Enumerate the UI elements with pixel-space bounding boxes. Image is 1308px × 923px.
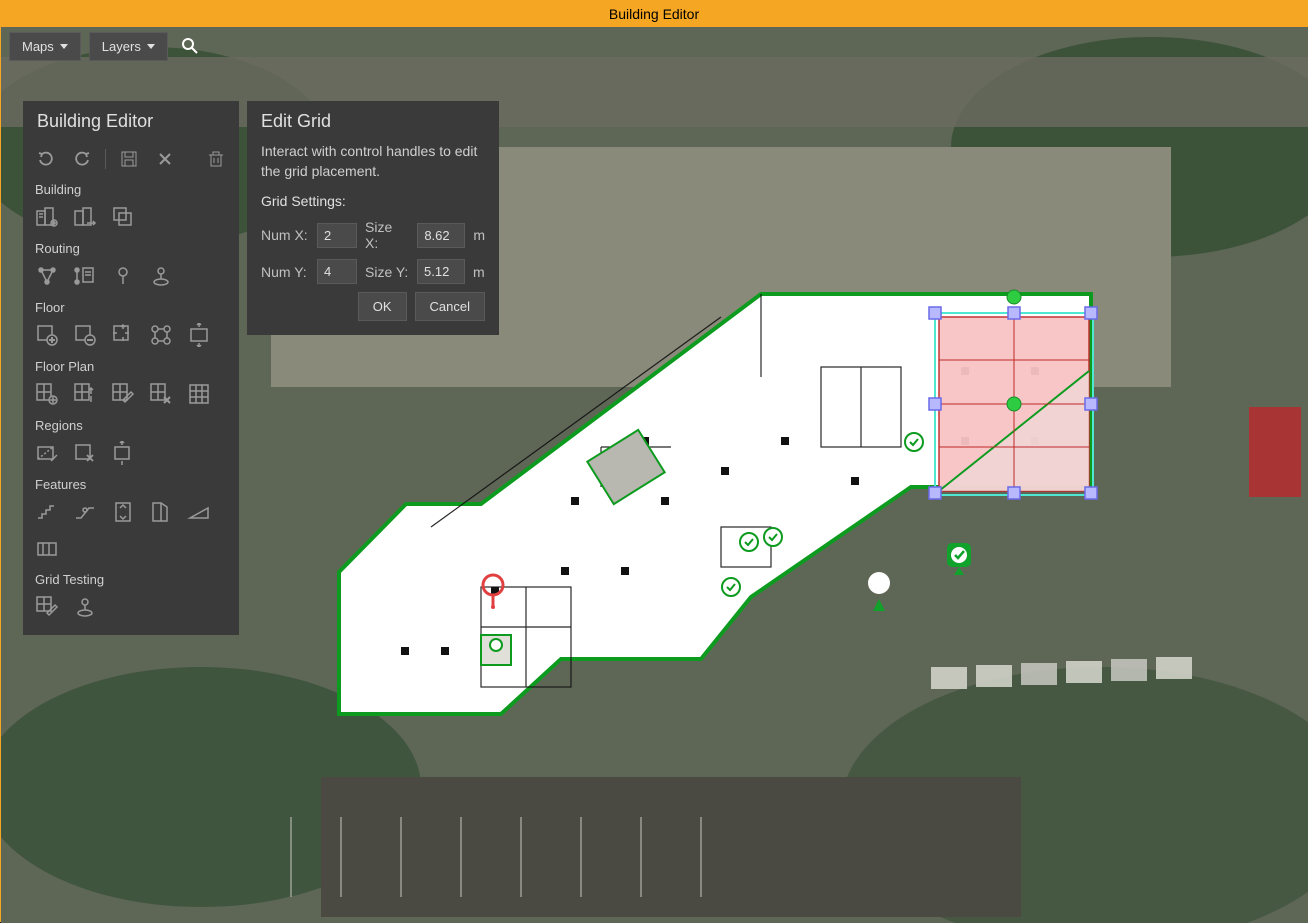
num-y-label: Num Y: <box>261 264 309 280</box>
grid-handle-mr[interactable] <box>1085 398 1097 410</box>
num-x-label: Num X: <box>261 227 309 243</box>
floor-remove-button[interactable] <box>69 319 101 351</box>
region-elevate-button[interactable] <box>107 437 139 469</box>
building-move-button[interactable] <box>69 201 101 233</box>
building-copy-button[interactable] <box>107 201 139 233</box>
grid-handle-tm[interactable] <box>1008 307 1020 319</box>
caret-down-icon <box>147 44 155 49</box>
grid-handle-tl[interactable] <box>929 307 941 319</box>
floorplan-move-button[interactable] <box>69 378 101 410</box>
routing-pin-button[interactable] <box>107 260 139 292</box>
grid-rotate-handle[interactable] <box>1007 290 1021 304</box>
cancel-button[interactable]: Cancel <box>415 292 485 321</box>
ok-button[interactable]: OK <box>358 292 407 321</box>
undo-button[interactable] <box>33 146 59 172</box>
gridtest-pin-button[interactable] <box>69 591 101 623</box>
layers-menu-label: Layers <box>102 39 141 54</box>
num-y-input[interactable] <box>317 259 357 284</box>
floorplan-edit-button[interactable] <box>107 378 139 410</box>
tool-panel: Building Editor Building Routing Floor F… <box>23 101 239 635</box>
size-y-unit: m <box>473 264 485 280</box>
grid-handle-tr[interactable] <box>1085 307 1097 319</box>
section-features: Features <box>23 471 239 494</box>
section-building: Building <box>23 176 239 199</box>
edit-grid-title: Edit Grid <box>261 111 485 132</box>
feature-room-button[interactable] <box>31 532 63 564</box>
search-button[interactable] <box>176 32 204 60</box>
redo-button[interactable] <box>69 146 95 172</box>
maps-menu-button[interactable]: Maps <box>9 32 81 61</box>
feature-door-button[interactable] <box>145 496 177 528</box>
size-y-label: Size Y: <box>365 264 409 280</box>
grid-handle-ml[interactable] <box>929 398 941 410</box>
routing-node-button[interactable] <box>31 260 63 292</box>
routing-area-pin-button[interactable] <box>145 260 177 292</box>
region-draw-button[interactable] <box>31 437 63 469</box>
section-routing: Routing <box>23 235 239 258</box>
floor-move-button[interactable] <box>107 319 139 351</box>
routing-list-button[interactable] <box>69 260 101 292</box>
edit-grid-panel: Edit Grid Interact with control handles … <box>247 101 499 335</box>
floor-add-button[interactable] <box>31 319 63 351</box>
layers-menu-button[interactable]: Layers <box>89 32 168 61</box>
caret-down-icon <box>60 44 68 49</box>
floorplan-grid-button[interactable] <box>183 378 215 410</box>
edit-grid-settings-label: Grid Settings: <box>261 193 485 209</box>
save-button[interactable] <box>116 146 142 172</box>
floorplan-add-button[interactable] <box>31 378 63 410</box>
app-title: Building Editor <box>609 6 699 22</box>
maps-menu-label: Maps <box>22 39 54 54</box>
discard-button[interactable] <box>152 146 178 172</box>
feature-stairs-button[interactable] <box>31 496 63 528</box>
feature-ramp-button[interactable] <box>183 496 215 528</box>
grid-handle-bm[interactable] <box>1008 487 1020 499</box>
grid-selection[interactable] <box>929 290 1097 499</box>
delete-button[interactable] <box>203 146 229 172</box>
history-row <box>23 142 239 176</box>
title-bar: Building Editor <box>1 1 1307 27</box>
region-remove-button[interactable] <box>69 437 101 469</box>
building-add-button[interactable] <box>31 201 63 233</box>
num-x-input[interactable] <box>317 223 357 248</box>
feature-escalator-button[interactable] <box>69 496 101 528</box>
floor-elevate-button[interactable] <box>183 319 215 351</box>
tool-panel-title: Building Editor <box>23 101 239 142</box>
divider <box>105 149 106 169</box>
grid-handle-br[interactable] <box>1085 487 1097 499</box>
section-regions: Regions <box>23 412 239 435</box>
size-x-label: Size X: <box>365 219 409 251</box>
gridtest-edit-button[interactable] <box>31 591 63 623</box>
edit-grid-description: Interact with control handles to edit th… <box>261 142 485 181</box>
feature-elevator-button[interactable] <box>107 496 139 528</box>
grid-handle-bl[interactable] <box>929 487 941 499</box>
size-x-unit: m <box>473 227 485 243</box>
size-y-input[interactable] <box>417 259 465 284</box>
section-grid-testing: Grid Testing <box>23 566 239 589</box>
size-x-input[interactable] <box>417 223 465 248</box>
section-floor: Floor <box>23 294 239 317</box>
floor-link-button[interactable] <box>145 319 177 351</box>
grid-center-handle[interactable] <box>1007 397 1021 411</box>
floorplan-delete-button[interactable] <box>145 378 177 410</box>
menu-bar: Maps Layers <box>1 27 1307 65</box>
location-dot[interactable] <box>868 572 890 594</box>
search-icon <box>181 37 199 55</box>
section-floor-plan: Floor Plan <box>23 353 239 376</box>
